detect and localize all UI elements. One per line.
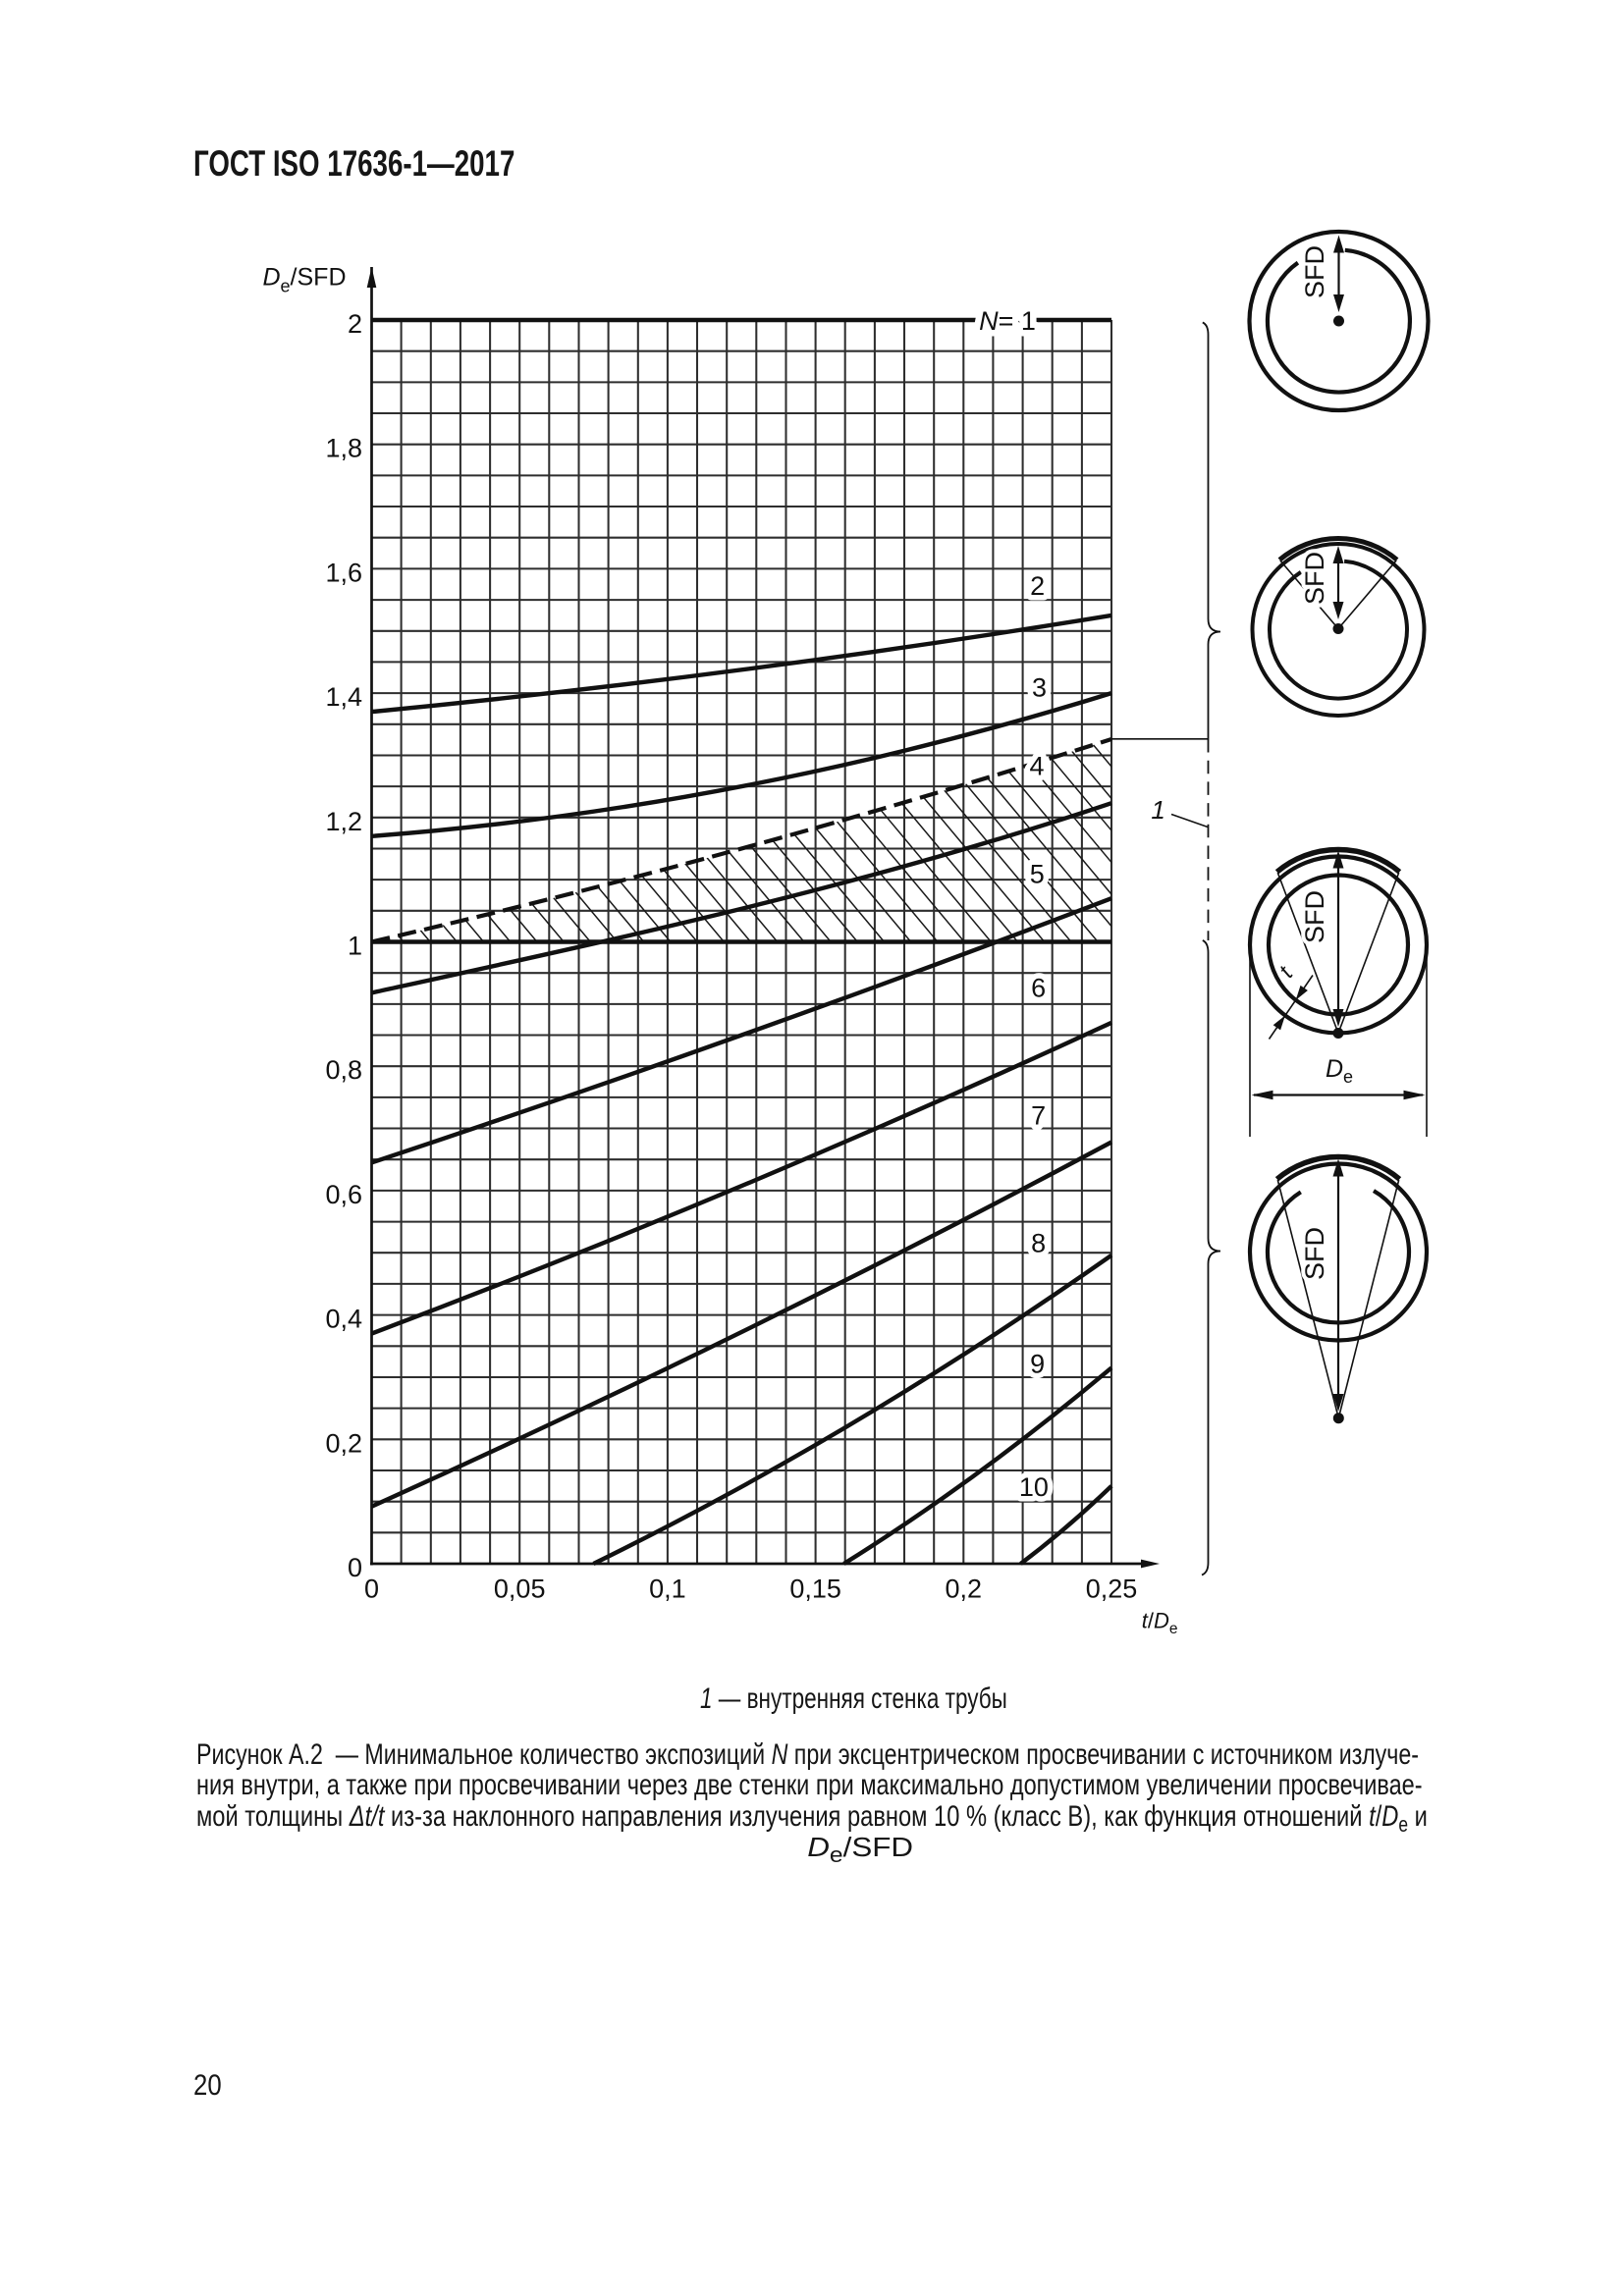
svg-text:0,05: 0,05 — [494, 1575, 546, 1604]
svg-text:1,2: 1,2 — [325, 807, 362, 836]
svg-text:6: 6 — [1031, 974, 1046, 1003]
svg-text:2: 2 — [1030, 571, 1045, 601]
svg-text:N= 1: N= 1 — [979, 306, 1036, 336]
svg-text:5: 5 — [1030, 860, 1045, 889]
svg-text:3: 3 — [1032, 673, 1047, 703]
svg-text:SFD: SFD — [1300, 245, 1329, 298]
svg-text:0,4: 0,4 — [325, 1305, 362, 1334]
svg-text:1,6: 1,6 — [325, 558, 362, 587]
svg-text:0: 0 — [364, 1575, 379, 1604]
svg-text:SFD: SFD — [1300, 552, 1329, 605]
svg-text:SFD: SFD — [1300, 890, 1329, 943]
svg-text:0,2: 0,2 — [325, 1428, 362, 1458]
svg-text:0,25: 0,25 — [1086, 1575, 1138, 1604]
svg-text:1: 1 — [1151, 795, 1164, 825]
svg-text:0,15: 0,15 — [789, 1575, 841, 1604]
svg-text:N= 1: N= 1 — [979, 306, 1036, 336]
svg-text:1,8: 1,8 — [325, 434, 362, 463]
svg-text:4: 4 — [1029, 752, 1044, 781]
svg-text:0,2: 0,2 — [946, 1575, 983, 1604]
svg-text:SFD: SFD — [1300, 1227, 1329, 1280]
svg-text:9: 9 — [1030, 1350, 1045, 1379]
svg-text:0,8: 0,8 — [325, 1055, 362, 1085]
svg-text:0,1: 0,1 — [649, 1575, 686, 1604]
svg-text:De/SFD: De/SFD — [262, 263, 346, 295]
svg-text:1: 1 — [348, 932, 362, 961]
svg-text:De: De — [1326, 1055, 1353, 1087]
svg-text:0,6: 0,6 — [325, 1180, 362, 1209]
svg-text:7: 7 — [1031, 1101, 1046, 1131]
svg-text:0: 0 — [348, 1553, 362, 1582]
svg-text:10: 10 — [1019, 1472, 1049, 1502]
svg-text:2: 2 — [348, 309, 362, 339]
svg-text:8: 8 — [1031, 1229, 1046, 1258]
svg-text:t/De: t/De — [1142, 1608, 1178, 1637]
svg-text:1,4: 1,4 — [325, 682, 362, 712]
